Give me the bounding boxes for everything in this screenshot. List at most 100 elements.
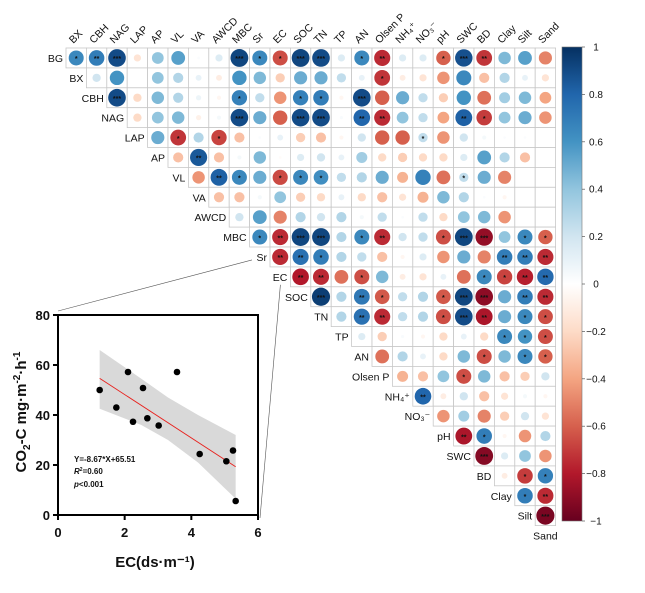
correlation-circle <box>252 210 267 225</box>
correlation-circle <box>312 268 330 285</box>
significance-marker: * <box>442 295 445 302</box>
significance-marker: ** <box>196 156 202 163</box>
column-label: EC <box>271 27 290 46</box>
scatter-point <box>155 422 162 429</box>
correlation-circle <box>440 393 447 400</box>
correlation-circle <box>396 111 409 124</box>
correlation-circle <box>459 133 468 142</box>
correlation-circle <box>543 394 548 399</box>
correlation-circle <box>374 49 391 67</box>
correlation-circle <box>397 292 408 302</box>
correlation-circle <box>170 129 187 146</box>
significance-marker: * <box>544 235 547 242</box>
significance-marker: *** <box>113 96 121 103</box>
confidence-band <box>99 350 236 499</box>
correlation-circle <box>278 156 282 159</box>
r2-label: R2=0.60 <box>74 467 103 476</box>
correlation-circle <box>173 92 184 103</box>
significance-marker: *** <box>317 56 325 63</box>
scatter-point <box>113 404 120 411</box>
significance-marker: * <box>483 355 486 362</box>
correlation-circle <box>498 310 512 324</box>
correlation-circle <box>537 487 554 504</box>
correlation-circle <box>459 172 469 183</box>
correlation-circle <box>151 111 164 124</box>
correlation-circle <box>518 111 532 125</box>
correlation-circle <box>476 109 492 126</box>
correlation-circle <box>475 287 494 306</box>
correlation-circle <box>477 250 491 264</box>
matrix-cell <box>514 166 536 188</box>
significance-marker: *** <box>358 96 366 103</box>
correlation-circle <box>272 50 288 66</box>
correlation-circle <box>354 50 370 66</box>
correlation-circle <box>338 194 345 201</box>
correlation-circle <box>499 371 510 382</box>
x-axis-label: EC(ds·m⁻¹) <box>115 554 195 571</box>
correlation-circle <box>316 212 326 222</box>
correlation-circle <box>517 348 533 364</box>
correlation-circle <box>417 191 429 203</box>
significance-marker: *** <box>297 56 305 63</box>
correlation-circle <box>498 111 511 124</box>
correlation-circle <box>498 350 511 363</box>
significance-marker: ** <box>359 116 365 123</box>
correlation-circle <box>374 90 390 105</box>
correlation-circle <box>518 51 532 65</box>
correlation-circle <box>418 232 428 242</box>
row-label: MBC <box>223 232 247 244</box>
significance-marker: * <box>544 315 547 322</box>
correlation-circle <box>108 88 126 107</box>
correlation-circle <box>516 268 534 286</box>
correlation-circle <box>397 312 408 322</box>
correlation-circle <box>519 152 531 163</box>
correlation-circle <box>396 91 410 105</box>
correlation-circle <box>234 132 245 143</box>
significance-marker: ** <box>359 315 365 322</box>
y-tick-label: 60 <box>36 358 50 373</box>
row-label: EC <box>273 272 288 284</box>
correlation-circle <box>398 54 407 62</box>
correlation-circle <box>502 433 507 439</box>
colorbar-tick-label: 0.6 <box>589 137 603 148</box>
correlation-circle <box>151 130 165 145</box>
correlation-circle <box>313 170 329 185</box>
correlation-circle <box>377 212 387 222</box>
significance-marker: * <box>524 355 527 362</box>
significance-marker: *** <box>541 514 549 521</box>
significance-marker: *** <box>297 235 305 242</box>
correlation-circle <box>216 74 222 81</box>
colorbar-tick-label: −0.4 <box>586 374 606 385</box>
correlation-circle <box>522 74 528 81</box>
row-label: VL <box>173 172 186 184</box>
correlation-circle <box>437 409 450 423</box>
significance-marker: * <box>258 56 261 63</box>
significance-marker: * <box>422 136 425 143</box>
correlation-circle <box>374 109 391 126</box>
colorbar-bar <box>561 46 583 522</box>
correlation-circle <box>541 372 550 381</box>
significance-marker: * <box>258 235 261 242</box>
correlation-circle <box>192 171 205 184</box>
significance-marker: *** <box>297 116 305 123</box>
colorbar-tick-label: 1 <box>593 43 599 54</box>
correlation-circle <box>458 192 469 203</box>
correlation-circle <box>436 170 451 185</box>
r2-symbol: R <box>74 467 80 476</box>
significance-marker: *** <box>317 116 325 123</box>
significance-marker: * <box>75 56 78 63</box>
correlation-circle <box>377 251 388 263</box>
correlation-circle <box>339 116 344 120</box>
significance-marker: *** <box>480 235 488 242</box>
correlation-circle <box>272 248 289 266</box>
ylabel-sup1: -2 <box>12 374 23 383</box>
scatter-point <box>229 447 237 454</box>
significance-marker: ** <box>502 255 508 262</box>
correlation-circle <box>536 506 555 525</box>
correlation-circle <box>517 288 533 305</box>
correlation-circle <box>359 215 364 220</box>
correlation-circle <box>419 273 427 281</box>
significance-marker: *** <box>235 56 243 63</box>
